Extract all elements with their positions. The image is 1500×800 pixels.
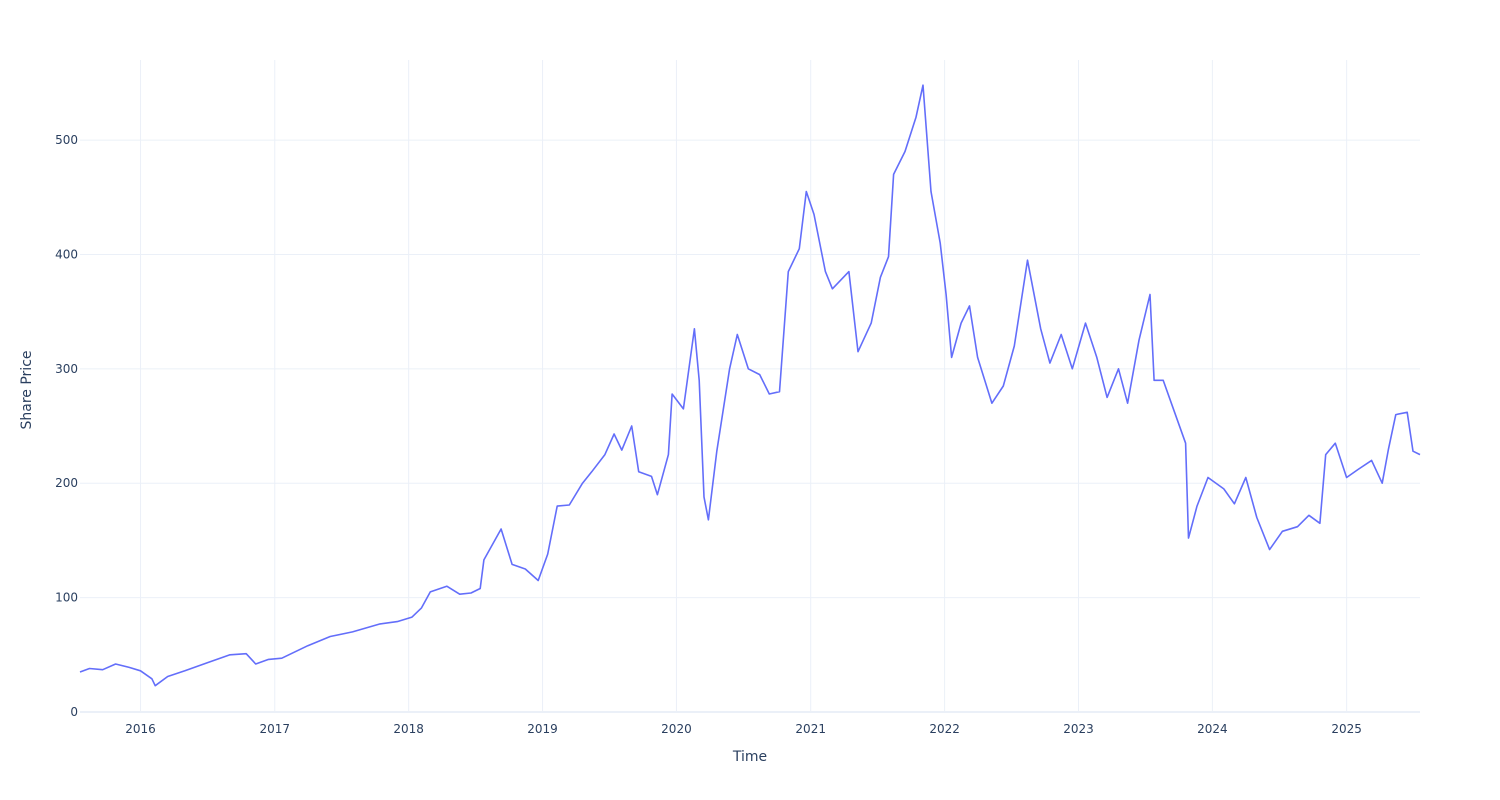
axes: 2016 2017 2018 2019 2020 2021 2022 2023 2024 2025…	[55, 133, 1420, 736]
series-line-0	[79, 84, 1421, 687]
y-tick-label: 0	[70, 705, 78, 719]
x-tick-label: 2024	[1197, 722, 1228, 736]
x-tick-label: 2017	[260, 722, 291, 736]
x-tick-label: 2021	[795, 722, 826, 736]
y-tick-label: 100	[55, 591, 78, 605]
y-axis-title: Share Price	[19, 350, 35, 429]
x-tick-label: 2023	[1063, 722, 1094, 736]
y-tick-label: 200	[55, 476, 78, 490]
x-tick-label: 2025	[1331, 722, 1362, 736]
x-tick-label: 2019	[527, 722, 558, 736]
series-layer	[79, 84, 1421, 687]
x-tick-label: 2020	[661, 722, 692, 736]
x-tick-label: 2022	[929, 722, 960, 736]
y-tick-label: 300	[55, 362, 78, 376]
y-tick-label: 500	[55, 133, 78, 147]
x-tick-label: 2018	[393, 722, 424, 736]
x-tick-label: 2016	[125, 722, 156, 736]
y-tick-label: 400	[55, 247, 78, 261]
x-axis-title: Time	[732, 749, 767, 765]
gridlines	[80, 60, 1420, 712]
